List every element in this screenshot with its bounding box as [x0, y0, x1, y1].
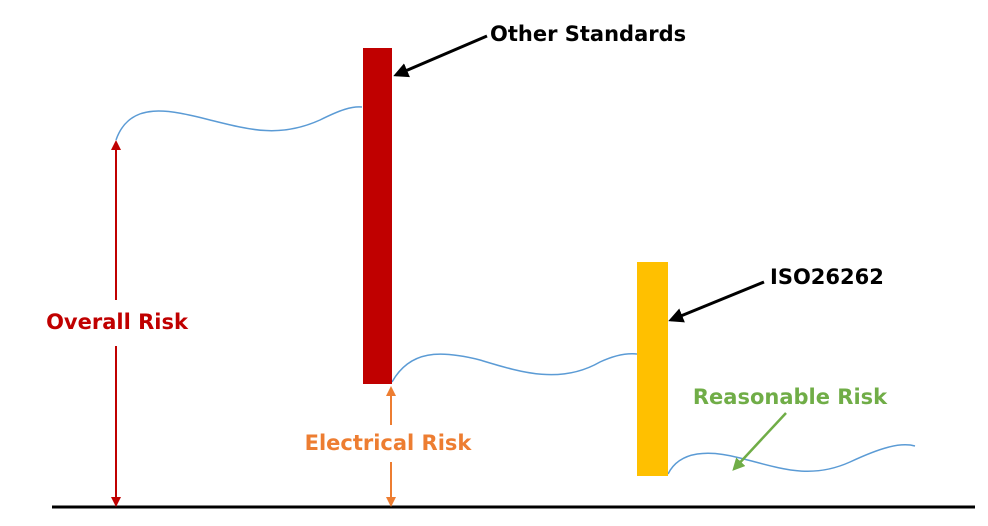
- pointer-arrow: [732, 412, 787, 471]
- iso-bar: [637, 262, 668, 476]
- label: Electrical Risk: [305, 431, 473, 455]
- overall-risk-curve: [115, 106, 363, 141]
- pointer-arrow: [668, 280, 765, 323]
- label: Overall Risk: [46, 310, 189, 334]
- pointer-arrow: [393, 34, 488, 78]
- electrical-risk-curve: [391, 353, 638, 383]
- label: Reasonable Risk: [693, 385, 888, 409]
- reasonable-risk-curve: [667, 444, 916, 475]
- label: ISO26262: [770, 265, 884, 289]
- label: Other Standards: [490, 22, 686, 46]
- other-standards-bar: [363, 48, 392, 384]
